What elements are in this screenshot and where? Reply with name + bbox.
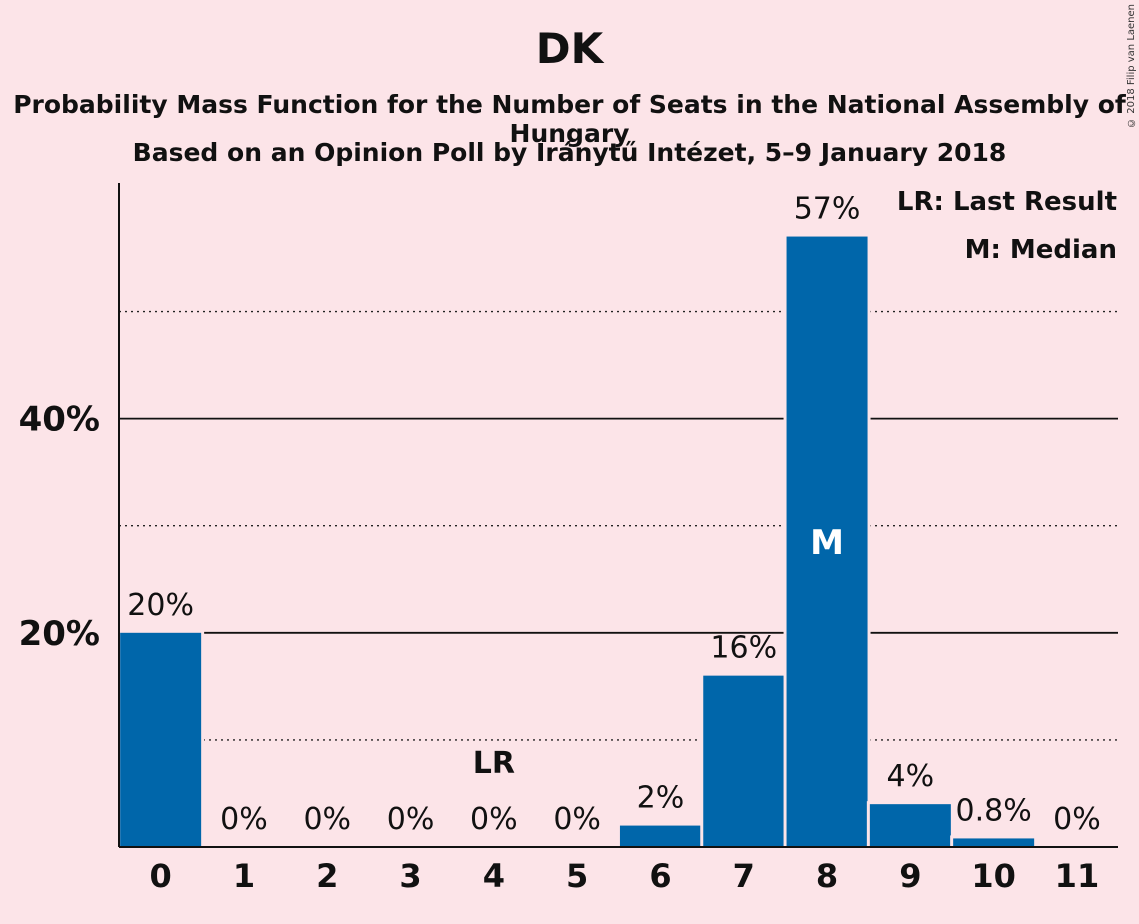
x-tick-label: 4 bbox=[483, 857, 505, 895]
value-label: 2% bbox=[637, 781, 685, 816]
value-label: 57% bbox=[794, 192, 861, 227]
value-label: 4% bbox=[887, 759, 935, 794]
value-label: 20% bbox=[127, 588, 194, 623]
median-marker: M bbox=[810, 523, 844, 563]
bar bbox=[786, 236, 868, 847]
value-label: 0% bbox=[470, 802, 518, 837]
value-label: 0% bbox=[303, 802, 351, 837]
chart-subtitle-1: Probability Mass Function for the Number… bbox=[13, 90, 1126, 148]
x-tick-label: 11 bbox=[1055, 857, 1100, 895]
bar bbox=[703, 675, 785, 847]
value-label: 0% bbox=[553, 802, 601, 837]
gridlines bbox=[119, 310, 1118, 741]
bar bbox=[869, 804, 951, 847]
last-result-marker: LR bbox=[473, 746, 515, 781]
bar bbox=[120, 632, 202, 847]
x-tick-label: 7 bbox=[733, 857, 755, 895]
value-label: 0% bbox=[220, 802, 268, 837]
legend-last-result: LR: Last Result bbox=[897, 187, 1117, 217]
x-tick-label: 10 bbox=[971, 857, 1016, 895]
y-tick-label: 40% bbox=[19, 400, 100, 440]
bar bbox=[619, 825, 701, 847]
value-label: 0% bbox=[1053, 802, 1101, 837]
chart-title: DK bbox=[535, 24, 604, 73]
chart-subtitle-2: Based on an Opinion Poll by Iránytű Inté… bbox=[132, 138, 1007, 167]
x-tick-label: 2 bbox=[316, 857, 338, 895]
x-tick-label: 5 bbox=[566, 857, 588, 895]
legend-median: M: Median bbox=[965, 235, 1117, 265]
bar bbox=[953, 838, 1035, 847]
value-label: 0% bbox=[387, 802, 435, 837]
x-tick-label: 0 bbox=[150, 857, 172, 895]
bars bbox=[117, 233, 1038, 847]
x-tick-label: 1 bbox=[233, 857, 255, 895]
x-tick-label: 3 bbox=[399, 857, 421, 895]
x-tick-label: 6 bbox=[649, 857, 671, 895]
value-label: 0.8% bbox=[956, 793, 1032, 828]
labels: 20%40%20%00%10%20%30%4LR0%52%616%757%8M4… bbox=[19, 192, 1101, 895]
x-tick-label: 9 bbox=[899, 857, 921, 895]
value-label: 16% bbox=[710, 631, 777, 666]
y-tick-label: 20% bbox=[19, 614, 100, 654]
x-tick-label: 8 bbox=[816, 857, 838, 895]
